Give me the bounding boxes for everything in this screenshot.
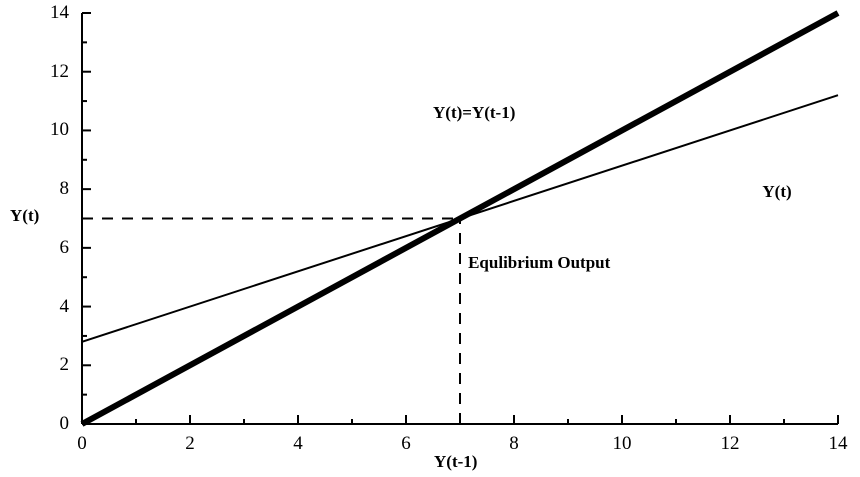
y-axis-tick-label: 10 bbox=[50, 119, 69, 141]
x-axis-tick-label: 4 bbox=[293, 433, 303, 454]
output-function-label: Y(t) bbox=[762, 182, 792, 202]
x-axis-tick-label: 10 bbox=[612, 433, 632, 454]
y-axis-tick-label: 14 bbox=[50, 2, 69, 23]
x-axis-tick-label: 8 bbox=[509, 433, 519, 454]
chart-series-group bbox=[80, 10, 840, 427]
x-axis-tick-label: 12 bbox=[720, 433, 740, 454]
x-axis-tick-label: 6 bbox=[401, 433, 411, 454]
y-axis-tick-label: 2 bbox=[59, 354, 70, 376]
y-axis-tick-label: 8 bbox=[59, 178, 70, 200]
series-line-y-t- bbox=[81, 94, 839, 343]
y-axis-tick-label: 6 bbox=[59, 236, 70, 258]
x-axis-tick-label: 0 bbox=[77, 433, 87, 454]
forty-five-degree-line-label: Y(t)=Y(t-1) bbox=[433, 102, 516, 122]
equilibrium-output-label: Equlibrium Output bbox=[468, 252, 611, 272]
y-axis-tick-label: 12 bbox=[50, 60, 69, 82]
y-axis-tick-label: 4 bbox=[59, 295, 70, 317]
y-axis-title: Y(t) bbox=[10, 206, 40, 225]
x-axis-title: Y(t-1) bbox=[434, 452, 478, 471]
y-axis-tick-label: 0 bbox=[59, 413, 70, 434]
x-axis-tick-label: 14 bbox=[828, 433, 848, 454]
x-axis-tick-label: 2 bbox=[185, 433, 195, 454]
equilibrium-reference-lines bbox=[82, 217, 461, 424]
